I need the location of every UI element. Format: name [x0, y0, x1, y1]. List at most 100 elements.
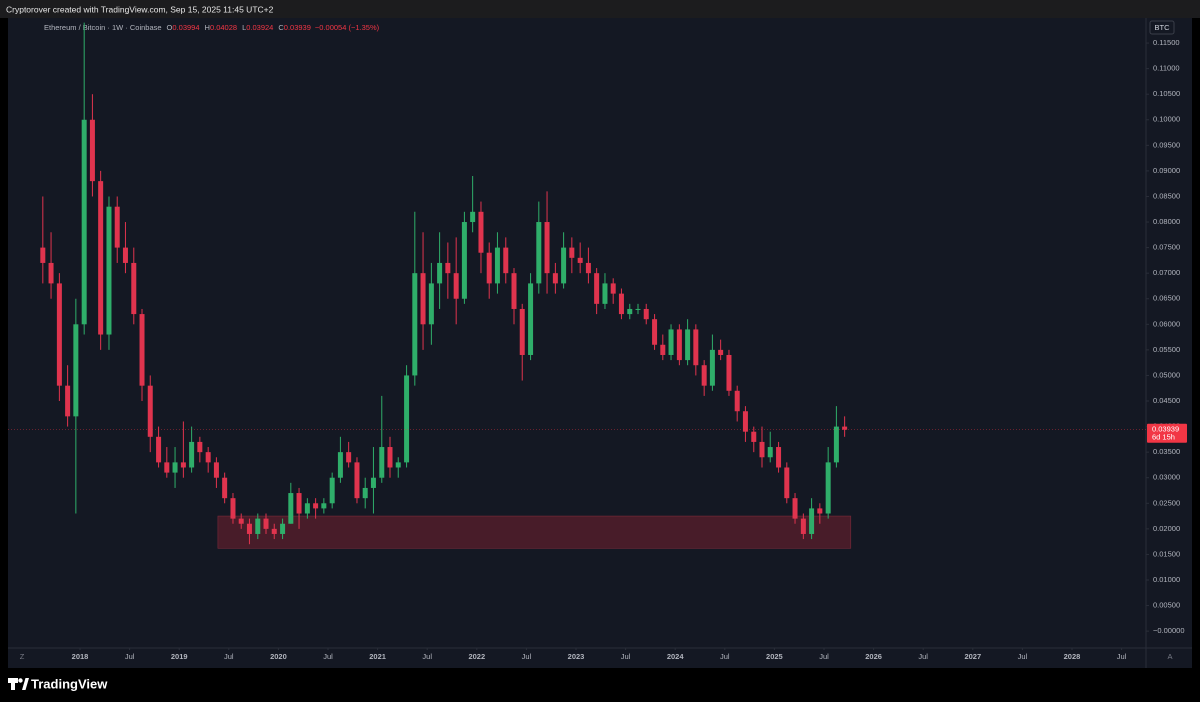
y-tick-label: 0.07000 — [1153, 268, 1180, 277]
y-tick-label: 0.02500 — [1153, 498, 1180, 507]
x-tick-label: Jul — [819, 652, 829, 661]
candle-body — [420, 273, 426, 325]
candle-body — [65, 385, 71, 417]
candle-body — [131, 262, 137, 315]
y-tick-label: 0.02000 — [1153, 524, 1180, 533]
x-tick-label: Jul — [522, 652, 532, 661]
candle-body — [602, 283, 608, 304]
axis-button[interactable]: A — [1167, 652, 1172, 661]
candle-body — [776, 447, 782, 468]
y-tick-label: 0.09500 — [1153, 140, 1180, 149]
candle-body — [437, 262, 443, 284]
candle-body — [122, 247, 128, 263]
candle-body — [412, 273, 418, 376]
candle-body — [222, 477, 228, 499]
price-tag-box — [1147, 423, 1187, 443]
y-tick-label: 0.10000 — [1153, 115, 1180, 124]
candle-body — [197, 441, 203, 453]
candle-body — [784, 467, 790, 499]
y-tick-label: 0.08000 — [1153, 217, 1180, 226]
price-tag-countdown: 6d 15h — [1152, 433, 1175, 442]
legend-text: 0.04028 — [210, 23, 237, 32]
candle-body — [337, 452, 343, 478]
candle-body — [73, 324, 79, 417]
credit: Cryptorover created with TradingView.com… — [6, 4, 274, 14]
candle-body — [569, 247, 575, 258]
candle-body — [213, 462, 219, 478]
candle-body — [676, 329, 682, 361]
x-tick-label: 2023 — [568, 652, 585, 661]
y-tick-label: 0.05500 — [1153, 345, 1180, 354]
x-tick-label: Jul — [1117, 652, 1127, 661]
candle-body — [486, 252, 492, 284]
candle-body — [313, 503, 319, 509]
candle-body — [809, 508, 815, 534]
legend-text: L — [242, 23, 246, 32]
candle-body — [792, 498, 798, 519]
legend-text: 0.03924 — [246, 23, 273, 32]
x-tick-label: Jul — [720, 652, 730, 661]
candle-body — [825, 462, 831, 514]
legend-text: 0.03939 — [284, 23, 311, 32]
axis-button[interactable]: Z — [20, 652, 25, 661]
currency-box — [1149, 20, 1175, 35]
candle-body — [718, 349, 724, 355]
x-tick-label: 2018 — [72, 652, 89, 661]
candle-body — [594, 273, 600, 304]
x-tick-label: 2028 — [1064, 652, 1081, 661]
candle-body — [48, 262, 54, 284]
candle-body — [147, 385, 153, 437]
legend-text: Ethereum / Bitcoin · 1W · Coinbase — [44, 23, 162, 32]
candle-body — [627, 308, 633, 315]
candle-body — [618, 293, 624, 315]
legend-text: H — [205, 23, 210, 32]
y-tick-label: 0.11000 — [1153, 64, 1180, 73]
candle-body — [288, 493, 294, 524]
credit-bar — [0, 0, 1200, 18]
legend-text: 0.03994 — [172, 23, 199, 32]
candle-body — [280, 523, 286, 534]
legend-text: −0.00054 (−1.35%) — [315, 23, 380, 32]
x-tick-label: Jul — [224, 652, 234, 661]
candle-body — [296, 493, 302, 514]
candle-body — [585, 262, 591, 274]
candle-body — [189, 441, 195, 468]
candle-body — [503, 247, 509, 274]
candle-body — [230, 498, 236, 519]
candle-body — [404, 375, 410, 463]
candle-body — [98, 181, 104, 335]
x-tick-label: Jul — [422, 652, 432, 661]
y-tick-label: 0.10500 — [1153, 89, 1180, 98]
x-tick-label: Jul — [125, 652, 135, 661]
candle-body — [701, 365, 707, 386]
candle-body — [40, 247, 46, 263]
brand: TradingView — [31, 676, 108, 691]
x-tick-label: 2019 — [171, 652, 188, 661]
candle-body — [833, 426, 839, 463]
candle-body — [106, 206, 112, 335]
y-tick-label: 0.03000 — [1153, 473, 1180, 482]
candle-body — [354, 462, 360, 499]
y-tick-label: 0.00500 — [1153, 601, 1180, 610]
candle-body — [817, 508, 823, 514]
candle-body — [544, 222, 550, 274]
candle-body — [114, 206, 120, 248]
y-tick-label: 0.04500 — [1153, 396, 1180, 405]
candle-body — [742, 411, 748, 432]
y-tick-label: 0.11500 — [1153, 38, 1180, 47]
candle-body — [395, 462, 401, 468]
candle-body — [370, 477, 376, 488]
currency: BTC — [1155, 23, 1171, 32]
candle-body — [255, 518, 261, 534]
candle-body — [379, 447, 385, 478]
legend: Ethereum / Bitcoin · 1W · Coinbase O0.039… — [44, 23, 380, 32]
y-tick-label: 0.07500 — [1153, 243, 1180, 252]
candle-body — [56, 283, 62, 386]
candle-body — [751, 431, 757, 442]
candle-body — [329, 477, 335, 504]
y-tick-label: 0.03500 — [1153, 447, 1180, 456]
price-tag-value: 0.03939 — [1152, 425, 1179, 434]
candle-body — [685, 329, 691, 361]
candle-body — [759, 441, 765, 458]
